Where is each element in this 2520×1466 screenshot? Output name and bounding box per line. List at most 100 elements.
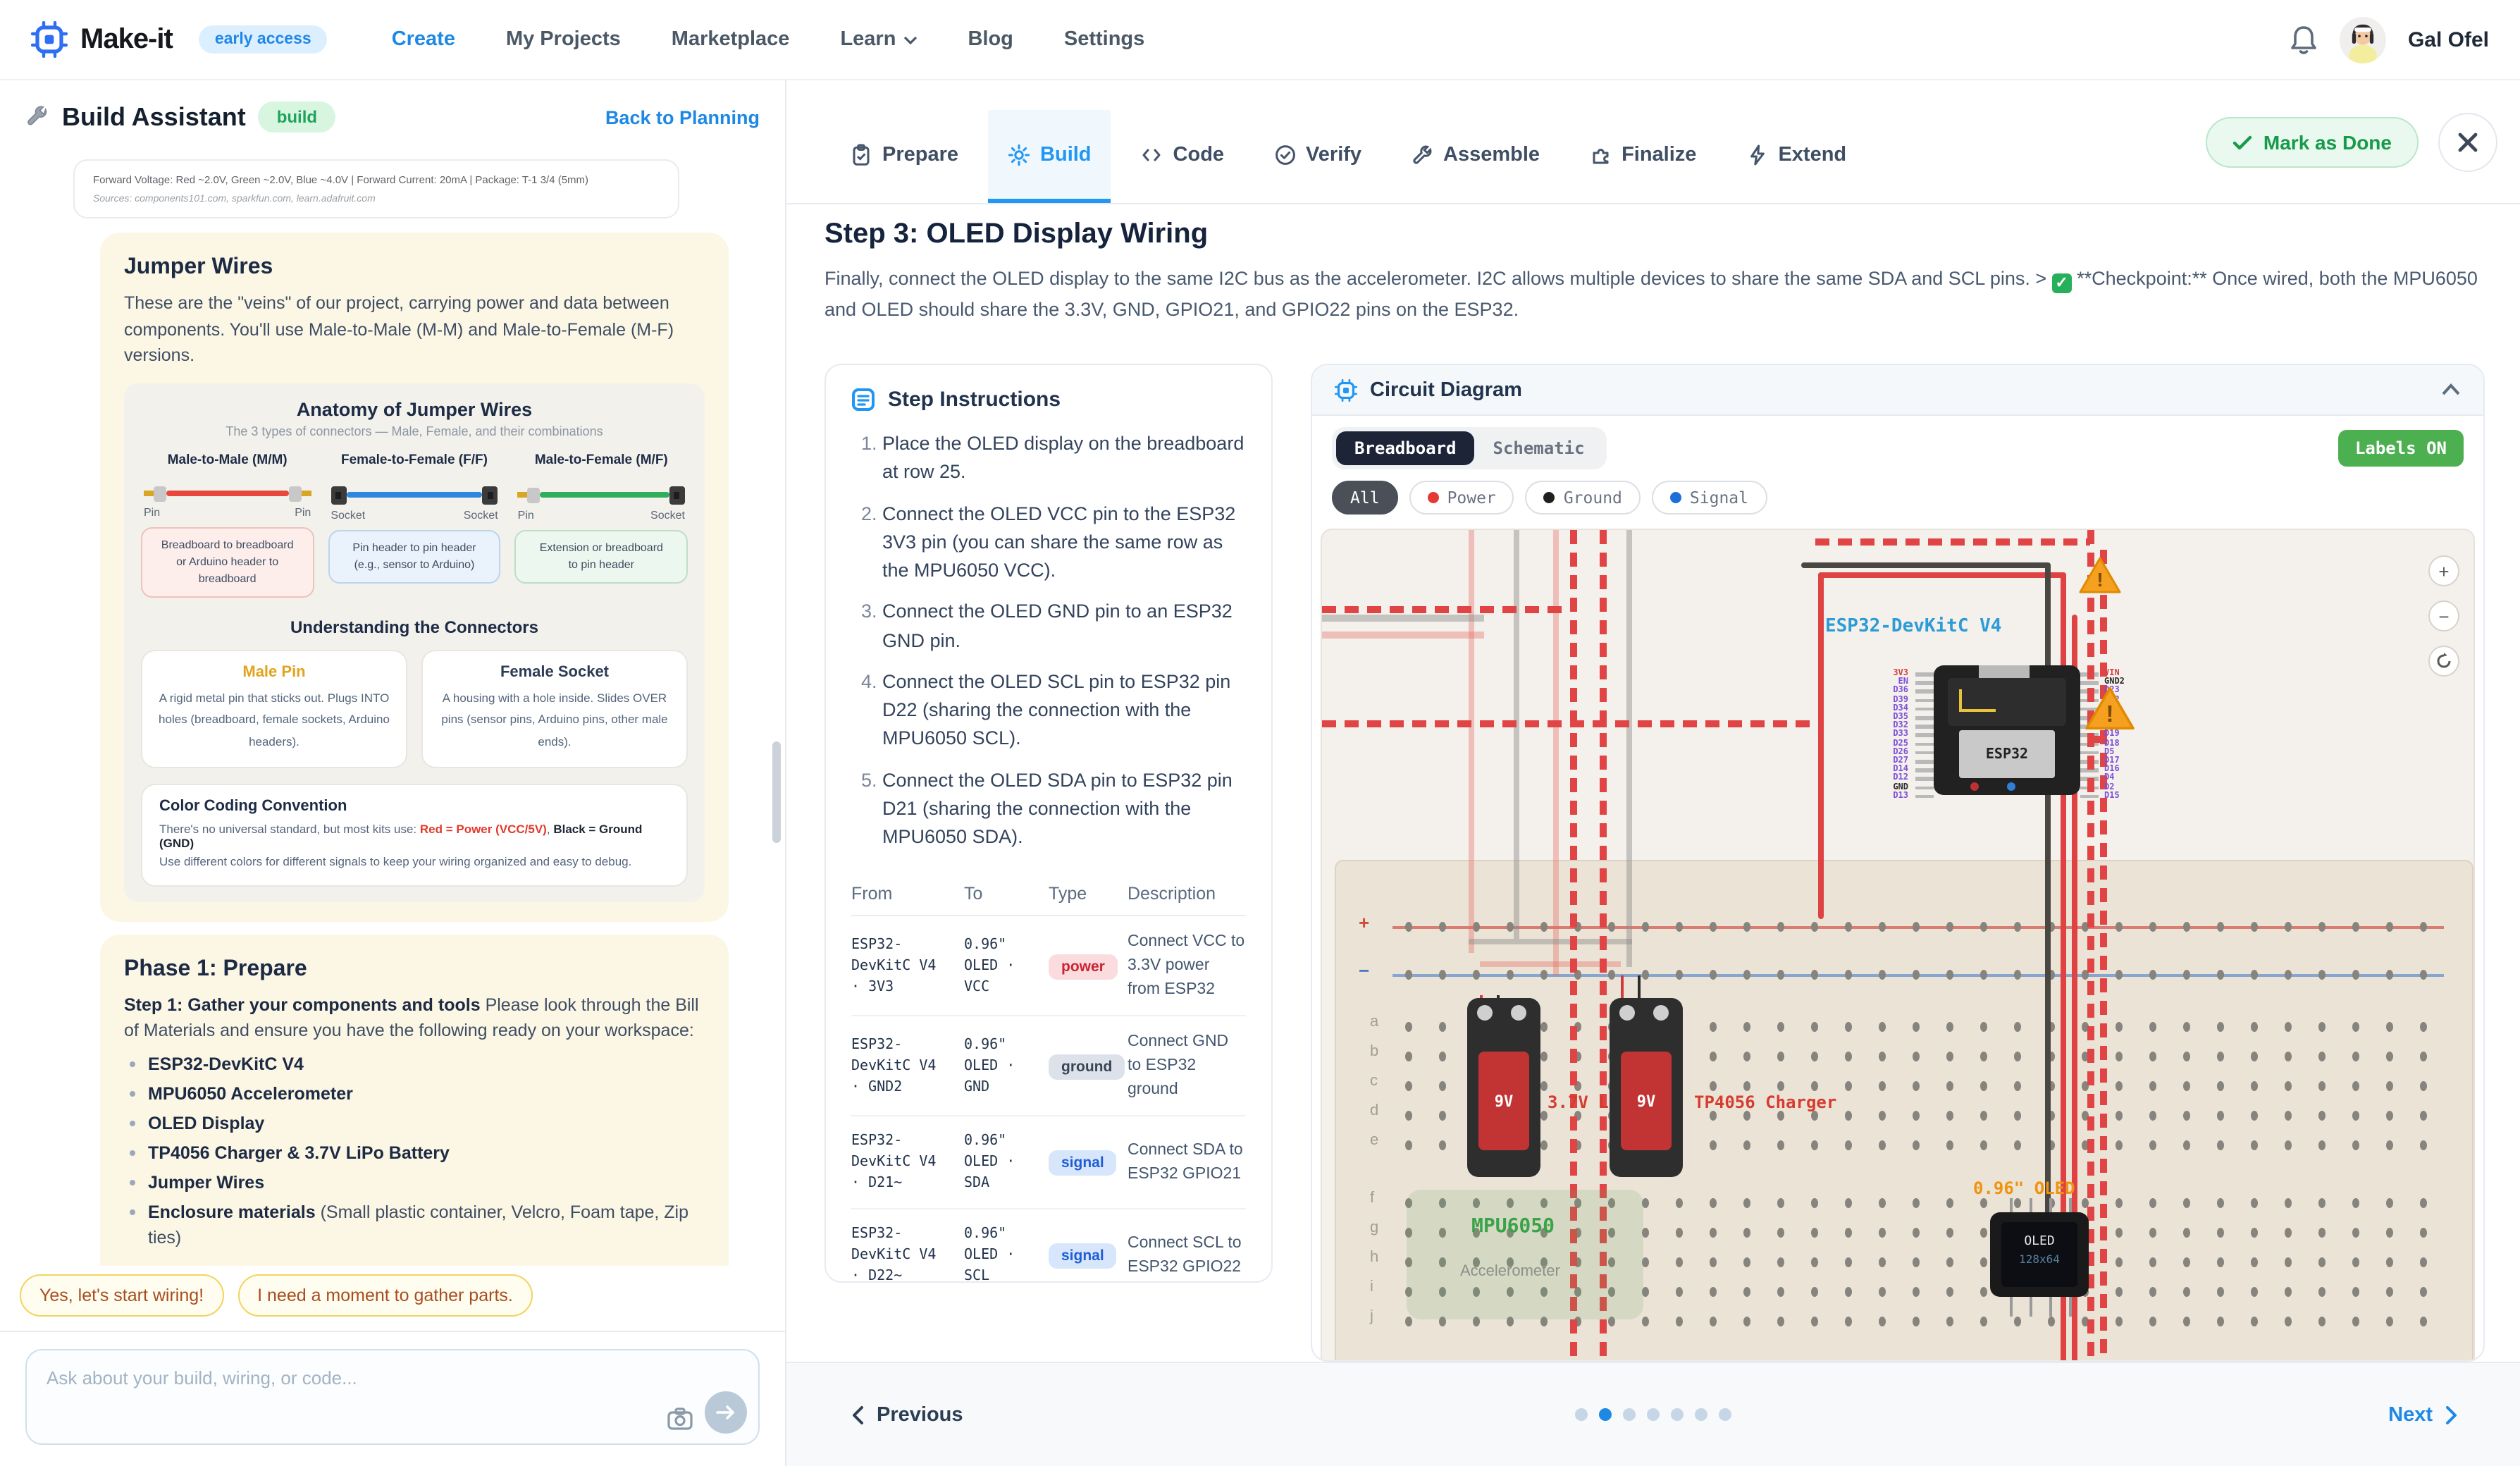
close-button[interactable] <box>2438 113 2497 172</box>
breadboard-hole <box>1540 1081 1548 1091</box>
breadboard-hole <box>1439 970 1446 980</box>
page-dot[interactable] <box>1719 1408 1731 1421</box>
quick-reply-gather-parts[interactable]: I need a moment to gather parts. <box>237 1274 533 1317</box>
mpu6050-component[interactable]: MPU6050 Accelerometer <box>1407 1190 1643 1319</box>
breadboard-hole <box>1845 1052 1852 1061</box>
tab-assemble[interactable]: Assemble <box>1391 110 1559 203</box>
camera-button[interactable] <box>667 1407 693 1431</box>
breadboard-hole <box>2014 1317 2021 1326</box>
page-dot[interactable] <box>1695 1408 1707 1421</box>
breadboard-hole <box>2251 1022 2258 1032</box>
nav-settings[interactable]: Settings <box>1063 28 1145 51</box>
zoom-out-button[interactable]: − <box>2428 600 2459 632</box>
breadboard-hole <box>2048 970 2055 980</box>
breadboard-hole <box>2183 1022 2190 1032</box>
pin-label: D27 <box>1893 756 1908 765</box>
breadboard-hole <box>1405 1317 1412 1326</box>
type-badge: ground <box>1049 1054 1125 1080</box>
breadboard-hole <box>1777 1198 1784 1208</box>
page-dot[interactable] <box>1671 1408 1684 1421</box>
nav-blog[interactable]: Blog <box>968 28 1013 51</box>
battery-9v[interactable]: 9V <box>1467 998 1540 1177</box>
zoom-in-button[interactable]: + <box>2428 555 2459 586</box>
page-dot[interactable] <box>1623 1408 1636 1421</box>
tab-code[interactable]: Code <box>1121 110 1244 203</box>
bell-icon[interactable] <box>2290 23 2319 56</box>
breadboard-hole <box>2285 1140 2292 1150</box>
breadboard-hole <box>1913 1022 1920 1032</box>
breadboard-hole <box>1710 922 1717 932</box>
breadboard-hole <box>2420 1022 2427 1032</box>
view-schematic[interactable]: Schematic <box>1493 438 1585 458</box>
tab-verify[interactable]: Verify <box>1254 110 1381 203</box>
breadboard-hole <box>2352 970 2359 980</box>
breadboard-hole <box>1777 1081 1784 1091</box>
pin-label: D19 <box>2104 729 2120 739</box>
breadboard-hole <box>1676 1317 1683 1326</box>
next-button[interactable]: Next <box>2388 1403 2458 1426</box>
wrench-icon <box>1413 144 1432 164</box>
breadboard-hole <box>2082 922 2089 932</box>
chat-scroll-area[interactable]: Forward Voltage: Red ~2.0V, Green ~2.0V,… <box>0 154 785 1266</box>
breadboard-hole <box>2251 1287 2258 1297</box>
workspace-panel: Prepare Build Code <box>786 80 2520 1466</box>
filter-ground[interactable]: Ground <box>1525 481 1641 515</box>
nav-my-projects[interactable]: My Projects <box>505 28 621 51</box>
page-dot[interactable] <box>1647 1408 1660 1421</box>
breadboard-hole <box>1439 1081 1446 1091</box>
chat-input[interactable] <box>27 1350 758 1443</box>
mark-as-done-button[interactable]: Mark as Done <box>2205 117 2419 168</box>
anatomy-title: Anatomy of Jumper Wires <box>296 398 533 419</box>
list-item: TP4056 Charger & 3.7V LiPo Battery <box>130 1140 705 1166</box>
oled-display-component[interactable]: OLED 128x64 <box>1990 1212 2089 1297</box>
breadboard-hole <box>1507 970 1514 980</box>
breadboard-hole <box>2386 1111 2393 1121</box>
breadboard-hole <box>1710 1228 1717 1238</box>
breadboard-hole <box>1879 1022 1886 1032</box>
filter-all[interactable]: All <box>1332 481 1398 515</box>
brand[interactable]: Make-it early access <box>31 21 327 58</box>
breadboard-hole <box>1642 922 1649 932</box>
page-dot[interactable] <box>1575 1408 1588 1421</box>
wiring-table-header: From To Type Description <box>851 865 1246 917</box>
filter-power[interactable]: Power <box>1409 481 1514 515</box>
breadboard-hole <box>2352 1111 2359 1121</box>
chevron-down-icon <box>903 35 917 44</box>
jumper-type-ff: Female-to-Female (F/F) Socket Socket Pin … <box>328 452 501 597</box>
nav-marketplace[interactable]: Marketplace <box>671 28 790 51</box>
labels-toggle-button[interactable]: Labels ON <box>2337 430 2464 467</box>
previous-button[interactable]: Previous <box>851 1403 963 1426</box>
send-button[interactable] <box>705 1391 747 1434</box>
breadboard-hole <box>2352 1257 2359 1267</box>
breadboard-hole <box>1811 1022 1818 1032</box>
tab-prepare[interactable]: Prepare <box>830 110 978 203</box>
power-dot-icon <box>1427 492 1439 503</box>
breadboard-hole <box>1574 1257 1581 1267</box>
avatar[interactable] <box>2340 16 2387 63</box>
battery-9v[interactable]: 9V <box>1610 998 1683 1177</box>
step-pagination: Previous Next <box>786 1362 2520 1466</box>
back-to-planning-link[interactable]: Back to Planning <box>605 106 760 128</box>
view-breadboard[interactable]: Breadboard <box>1336 431 1475 465</box>
breadboard-hole <box>1777 1140 1784 1150</box>
page-dot[interactable] <box>1599 1408 1612 1421</box>
breadboard-hole <box>2386 1022 2393 1032</box>
breadboard-hole <box>2217 1111 2224 1121</box>
tab-finalize[interactable]: Finalize <box>1569 110 1716 203</box>
nav-learn[interactable]: Learn <box>840 28 917 51</box>
filter-signal[interactable]: Signal <box>1651 481 1767 515</box>
breadboard-hole <box>1439 1257 1446 1267</box>
breadboard-hole <box>1980 1081 1987 1091</box>
tab-build[interactable]: Build <box>988 110 1111 203</box>
collapse-button[interactable] <box>2441 383 2461 396</box>
esp32-chip[interactable]: ESP32 <box>1934 665 2080 795</box>
zoom-reset-button[interactable] <box>2428 646 2459 677</box>
tab-extend[interactable]: Extend <box>1726 110 1866 203</box>
quick-reply-start-wiring[interactable]: Yes, let's start wiring! <box>20 1274 224 1317</box>
scrollbar[interactable] <box>772 741 781 843</box>
user-name[interactable]: Gal Ofel <box>2407 27 2489 51</box>
pin-label: D34 <box>1893 703 1908 713</box>
pin-label: 3V3 <box>1893 668 1908 678</box>
nav-create[interactable]: Create <box>391 28 455 51</box>
